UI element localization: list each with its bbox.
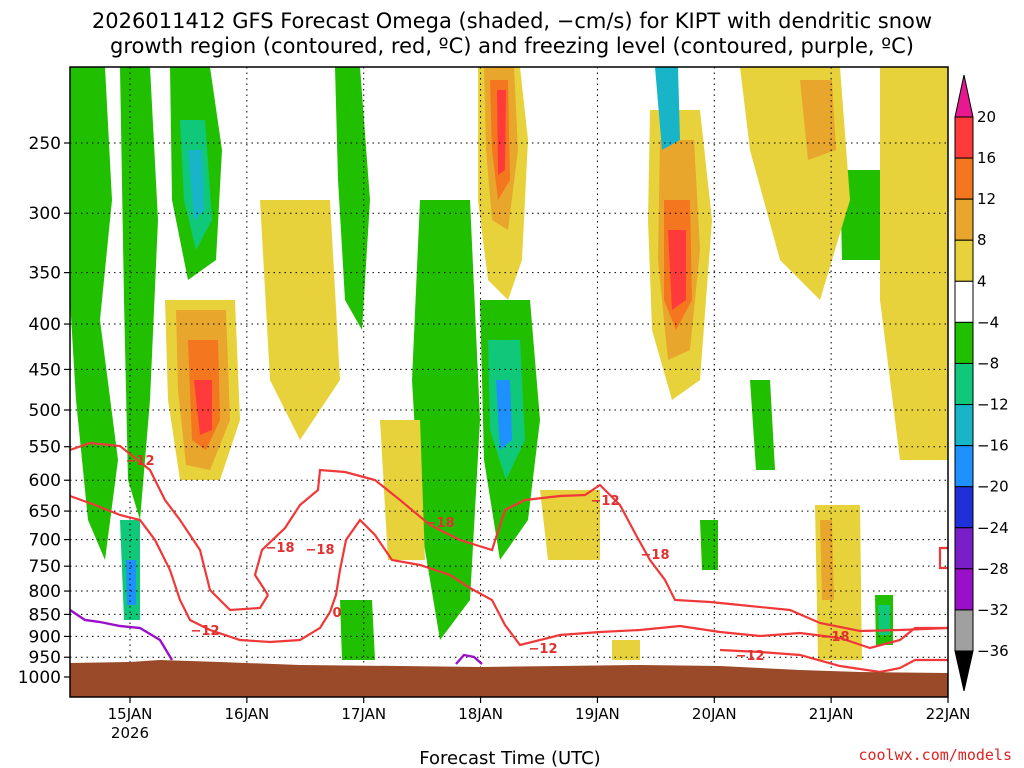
contour-label: −12 xyxy=(591,494,620,509)
contour-minus18-upper xyxy=(70,494,331,644)
y-tick-label: 900 xyxy=(29,627,61,647)
y-tick-label: 950 xyxy=(29,648,61,668)
x-tick-sublabel: 2026 xyxy=(111,724,149,742)
contour-label: 0 xyxy=(332,606,341,621)
colorbar-top-arrow xyxy=(954,74,974,118)
contour-label: −12 xyxy=(191,624,220,639)
colorbar-label: −32 xyxy=(977,601,1009,619)
x-tick-label: 21JAN xyxy=(809,705,854,723)
credit-text: coolwx.com/models xyxy=(858,746,1012,764)
colorbar-swatch xyxy=(954,568,974,611)
colorbar: 20 16 12 8 4 −4 −8 −12 −16 −20 −24 −28 −32 −36 xyxy=(954,74,1009,692)
colorbar-label: −8 xyxy=(977,354,999,372)
x-tick-label: 16JAN xyxy=(224,705,269,723)
colorbar-label: 8 xyxy=(977,231,987,249)
contour-minus12-upper xyxy=(70,441,269,612)
x-tick-label: 20JAN xyxy=(692,705,737,723)
y-tick-label: 350 xyxy=(29,264,61,284)
colorbar-swatch xyxy=(954,527,974,570)
freezing-level-contours xyxy=(70,609,483,665)
colorbar-swatch xyxy=(954,157,974,200)
y-tick-label: 600 xyxy=(29,471,61,491)
x-tick-label: 22JAN xyxy=(926,705,971,723)
colorbar-label: −28 xyxy=(977,560,1009,578)
plot-content: −12 −18 −18 −12 −18 −12 −12 −18 −12 −18 0 xyxy=(70,67,948,697)
contour-label: −18 xyxy=(306,543,335,558)
y-tick-label: 500 xyxy=(29,401,61,421)
y-tick-label: 400 xyxy=(29,315,61,335)
contour-label: −18 xyxy=(426,516,455,531)
chart-title-line-1: 2026011412 GFS Forecast Omega (shaded, −… xyxy=(92,9,932,33)
x-tick-label: 17JAN xyxy=(341,705,386,723)
contour-label: −18 xyxy=(266,541,295,556)
contour-minus12-right xyxy=(719,648,948,674)
dgz-contours xyxy=(70,441,948,674)
contour-label: −18 xyxy=(821,630,850,645)
colorbar-label: −4 xyxy=(977,313,999,331)
colorbar-label: 12 xyxy=(977,190,996,208)
y-tick-label: 850 xyxy=(29,605,61,625)
plot-frame xyxy=(69,66,949,698)
freezing-level-15jan xyxy=(70,609,174,661)
colorbar-bottom-arrow xyxy=(954,650,974,692)
colorbar-swatch xyxy=(954,280,974,323)
ground-fill xyxy=(70,660,948,697)
omega-shading xyxy=(70,67,948,660)
contour-minus18-right xyxy=(635,534,948,633)
colorbar-label: 4 xyxy=(977,272,987,290)
x-axis-label: Forecast Time (UTC) xyxy=(419,748,600,768)
freezing-level-18jan xyxy=(455,653,483,665)
y-tick-label: 700 xyxy=(29,531,61,551)
colorbar-swatch xyxy=(954,116,974,159)
contour-labels: −12 −18 −18 −12 −18 −12 −12 −18 −12 −18 0 xyxy=(126,454,850,664)
y-tick-label: 450 xyxy=(29,360,61,380)
y-tick-label: 750 xyxy=(29,557,61,577)
x-tick-label: 19JAN xyxy=(575,705,620,723)
colorbar-swatch xyxy=(954,198,974,241)
x-tick-label: 18JAN xyxy=(458,705,503,723)
colorbar-label: −16 xyxy=(977,437,1009,455)
colorbar-swatch xyxy=(954,362,974,406)
colorbar-label: −24 xyxy=(977,519,1009,537)
colorbar-swatch xyxy=(954,486,974,529)
colorbar-label: 16 xyxy=(977,149,996,167)
contour-label: −12 xyxy=(126,454,155,469)
colorbar-swatch xyxy=(954,239,974,282)
colorbar-swatch xyxy=(954,404,974,447)
y-tick-label: 1000 xyxy=(18,668,61,688)
colorbar-swatch xyxy=(954,321,974,364)
contour-label: −18 xyxy=(641,548,670,563)
contour-17jan-loop xyxy=(253,468,637,596)
y-tick-label: 550 xyxy=(29,438,61,458)
colorbar-label: −20 xyxy=(977,478,1009,496)
contour-0c xyxy=(328,518,948,650)
colorbar-label: −12 xyxy=(977,396,1009,414)
x-tick-label: 15JAN xyxy=(108,705,153,723)
colorbar-swatch xyxy=(954,445,974,488)
y-tick-label: 650 xyxy=(29,502,61,522)
contour-label: −12 xyxy=(736,649,765,664)
chart-title-line-2: growth region (contoured, red, ºC) and f… xyxy=(110,34,914,58)
colorbar-label: 20 xyxy=(977,108,996,126)
contour-right-edge xyxy=(938,546,948,570)
colorbar-label: −36 xyxy=(977,642,1009,660)
contour-label: −12 xyxy=(529,642,558,657)
y-tick-label: 800 xyxy=(29,582,61,602)
y-axis-ticks: 2503003504004505005506006507007508008509… xyxy=(18,134,70,688)
y-tick-label: 250 xyxy=(29,134,61,154)
y-tick-label: 300 xyxy=(29,204,61,224)
colorbar-swatch xyxy=(954,609,974,652)
